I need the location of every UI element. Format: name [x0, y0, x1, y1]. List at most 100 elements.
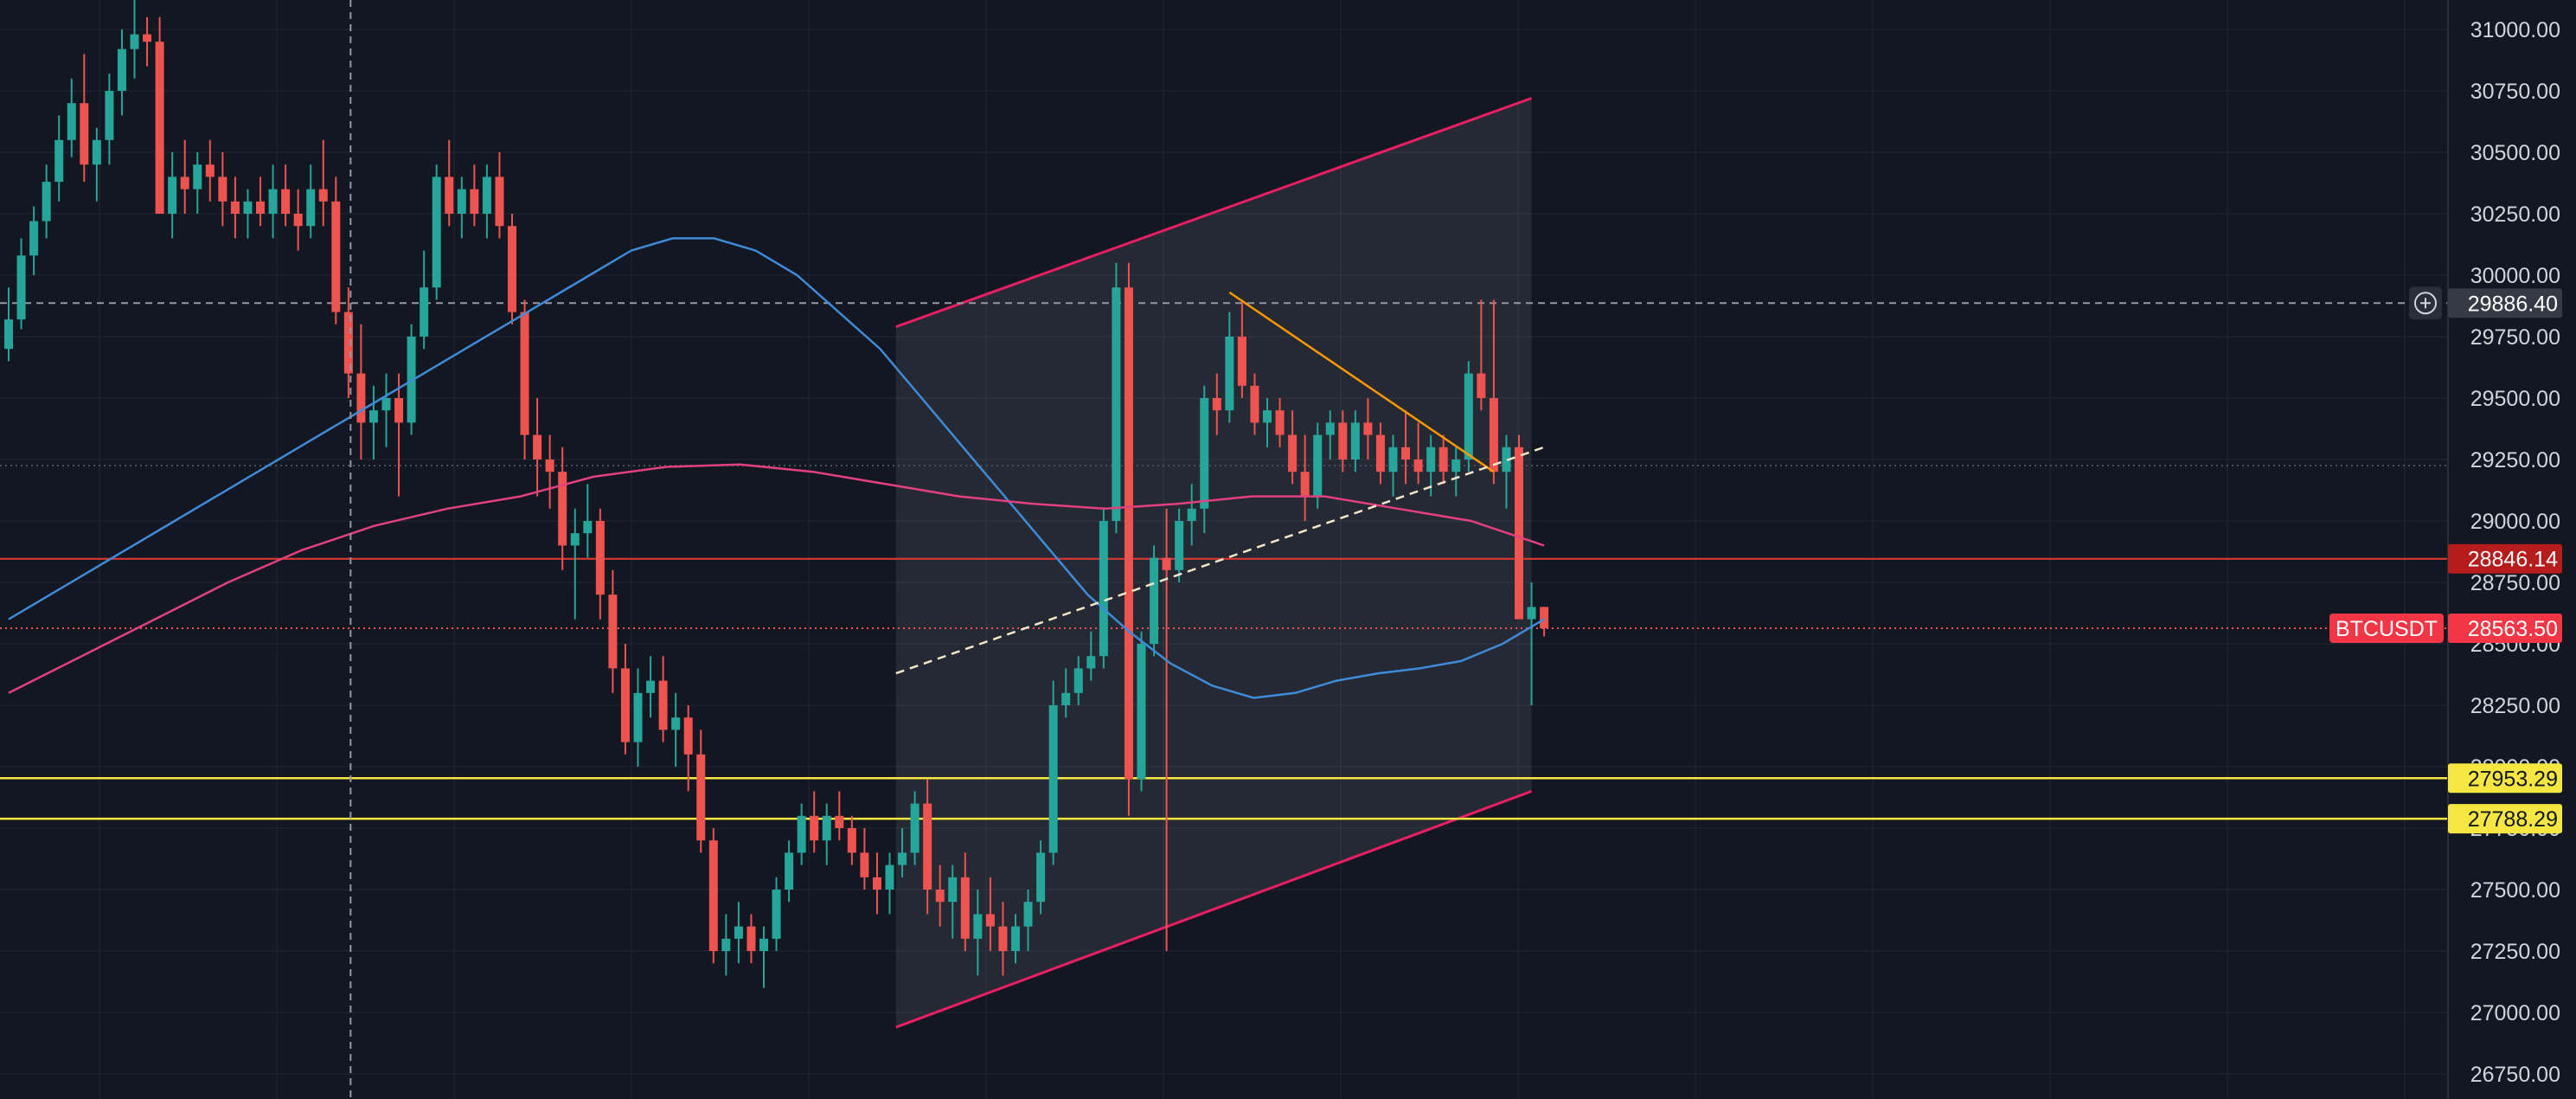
candle-body — [810, 815, 819, 841]
price-badge-support — [2448, 763, 2562, 794]
candle-body — [1073, 668, 1083, 693]
candle-body — [243, 201, 253, 214]
candle-body — [683, 717, 693, 755]
candle-body — [570, 533, 580, 546]
candle-body — [1350, 422, 1360, 460]
trendline-orange[interactable] — [1228, 291, 1495, 473]
channel-fill — [895, 98, 1532, 1028]
candle-body — [1250, 385, 1259, 423]
candle-body — [671, 717, 681, 730]
candle-body — [1325, 422, 1335, 435]
channel-upper-line[interactable] — [895, 97, 1533, 329]
candle-body — [482, 177, 491, 214]
candle-body — [92, 139, 101, 165]
candle-body — [29, 221, 39, 256]
candle-body — [381, 398, 391, 411]
candle-body — [432, 177, 441, 288]
channel-drawing[interactable] — [895, 97, 1533, 1029]
candle-body — [1527, 607, 1536, 620]
candle-body — [256, 201, 265, 214]
trendlines[interactable] — [895, 291, 1545, 675]
candle-body — [343, 312, 353, 374]
candle-body — [558, 472, 567, 546]
y-tick-label: 31000.00 — [2470, 18, 2560, 42]
candle-body — [1288, 434, 1298, 472]
candle-body — [1451, 460, 1461, 472]
candle-body — [293, 214, 303, 227]
candle-body — [898, 852, 907, 865]
candle-body — [1086, 656, 1096, 669]
candle-body — [193, 164, 202, 190]
candle-body — [1388, 447, 1398, 472]
plus-circle-icon[interactable] — [2409, 286, 2442, 320]
moving-averages — [8, 237, 1545, 699]
add-icon-circle — [2414, 292, 2437, 315]
candle-body — [356, 373, 366, 423]
price-badge-last — [2448, 613, 2562, 643]
candle-body — [268, 189, 278, 214]
candle-body — [1540, 607, 1549, 628]
y-tick-label: 28750.00 — [2470, 571, 2560, 595]
price-badges: 29886.40 28846.14 28563.50 BTCUSDT 27953.29 2… — [2329, 286, 2562, 834]
candle-body — [420, 287, 429, 337]
candle-body — [230, 201, 240, 214]
price-badge-support — [2448, 804, 2562, 834]
price-badge-label: 28846.14 — [2468, 548, 2558, 572]
horizontal-levels[interactable] — [0, 302, 2448, 820]
candle-body — [633, 692, 643, 742]
candle-body — [1464, 373, 1473, 460]
candle-body — [508, 226, 516, 312]
candle-body — [1375, 434, 1385, 472]
candle-body — [847, 828, 856, 853]
candle-body — [1175, 521, 1184, 570]
candle-body — [1225, 337, 1234, 411]
ma-slow-line — [8, 463, 1545, 694]
candle-body — [495, 177, 504, 227]
candle-body — [457, 189, 466, 214]
y-tick-label: 30750.00 — [2470, 80, 2560, 104]
trendline-dashed[interactable] — [895, 446, 1545, 675]
price-badge-label: 27788.29 — [2468, 807, 2558, 832]
candle-body — [1048, 705, 1058, 853]
candle-body — [205, 164, 215, 177]
candle-body — [368, 410, 378, 423]
y-tick-label: 30250.00 — [2470, 202, 2560, 227]
candle-body — [117, 48, 126, 91]
price-badge-resistance — [2448, 543, 2562, 574]
y-tick-label: 29500.00 — [2470, 387, 2560, 411]
candle-body — [646, 680, 656, 693]
candle-body — [1263, 410, 1272, 423]
candle-body — [394, 398, 404, 423]
candle-body — [860, 852, 869, 877]
candle-body — [747, 926, 756, 951]
price-badge-label: 29886.40 — [2468, 292, 2558, 316]
candle-body — [218, 177, 227, 202]
candle-body — [4, 319, 13, 350]
candle-body — [1061, 692, 1071, 705]
candle-body — [1401, 447, 1411, 460]
candle-body — [734, 926, 743, 939]
candle-body — [759, 938, 768, 951]
y-tick-label: 27000.00 — [2470, 1001, 2560, 1025]
candle-body — [306, 189, 316, 227]
candle-body — [1313, 434, 1323, 497]
channel-lower-line[interactable] — [895, 789, 1533, 1029]
candle-body — [1212, 398, 1221, 411]
candle-body — [583, 521, 593, 534]
candle-body — [533, 434, 542, 460]
candle-body — [42, 182, 51, 222]
candle-body — [1338, 422, 1348, 460]
candle-body — [1187, 508, 1196, 521]
candle-body — [872, 877, 881, 890]
price-badge-crosshair — [2448, 288, 2562, 318]
candle-body — [1477, 373, 1486, 398]
candle-body — [1237, 337, 1246, 386]
candle-body — [281, 189, 291, 214]
y-tick-label: 29000.00 — [2470, 510, 2560, 534]
candle-body — [620, 668, 630, 742]
candle-body — [470, 189, 479, 214]
candle-body — [16, 255, 26, 320]
y-tick-label: 27250.00 — [2470, 940, 2560, 964]
